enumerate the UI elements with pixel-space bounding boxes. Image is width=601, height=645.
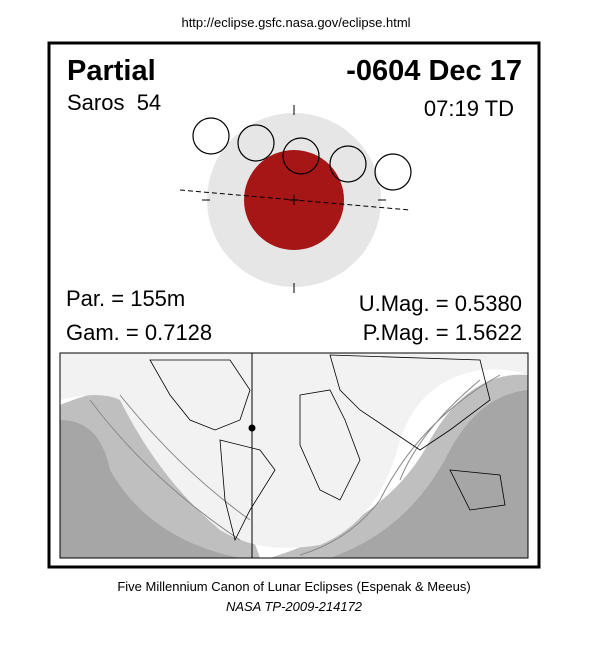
umbral-magnitude: U.Mag. = 0.5380	[359, 291, 522, 316]
coastline	[149, 354, 506, 542]
moon	[282, 137, 320, 175]
contour	[89, 374, 501, 556]
zenith-point	[248, 424, 256, 432]
eclipse-date: -0604 Dec 17	[346, 55, 522, 87]
canon-credit: Five Millennium Canon of Lunar Eclipses …	[117, 579, 470, 594]
duration: Par. = 155m	[66, 286, 185, 311]
source-url: http://eclipse.gsfc.nasa.gov/eclipse.htm…	[181, 15, 410, 30]
reference: NASA TP-2009-214172	[226, 599, 363, 614]
visibility-band	[60, 420, 240, 558]
penumbral-magnitude: P.Mag. = 1.5622	[363, 320, 522, 345]
moon	[374, 153, 412, 191]
moon	[192, 117, 230, 155]
saros: Saros 54	[67, 90, 161, 115]
visibility-band	[330, 390, 528, 558]
eclipse-type: Partial	[67, 55, 156, 87]
frame	[47, 41, 541, 569]
shadow-diagram	[179, 105, 412, 293]
visibility-map	[59, 352, 529, 559]
moon	[237, 124, 275, 162]
eclipse-time: 07:19 TD	[424, 96, 514, 121]
moon	[329, 145, 367, 183]
visibility-band	[60, 353, 528, 548]
map-border	[59, 352, 529, 559]
gamma: Gam. = 0.7128	[66, 320, 212, 345]
